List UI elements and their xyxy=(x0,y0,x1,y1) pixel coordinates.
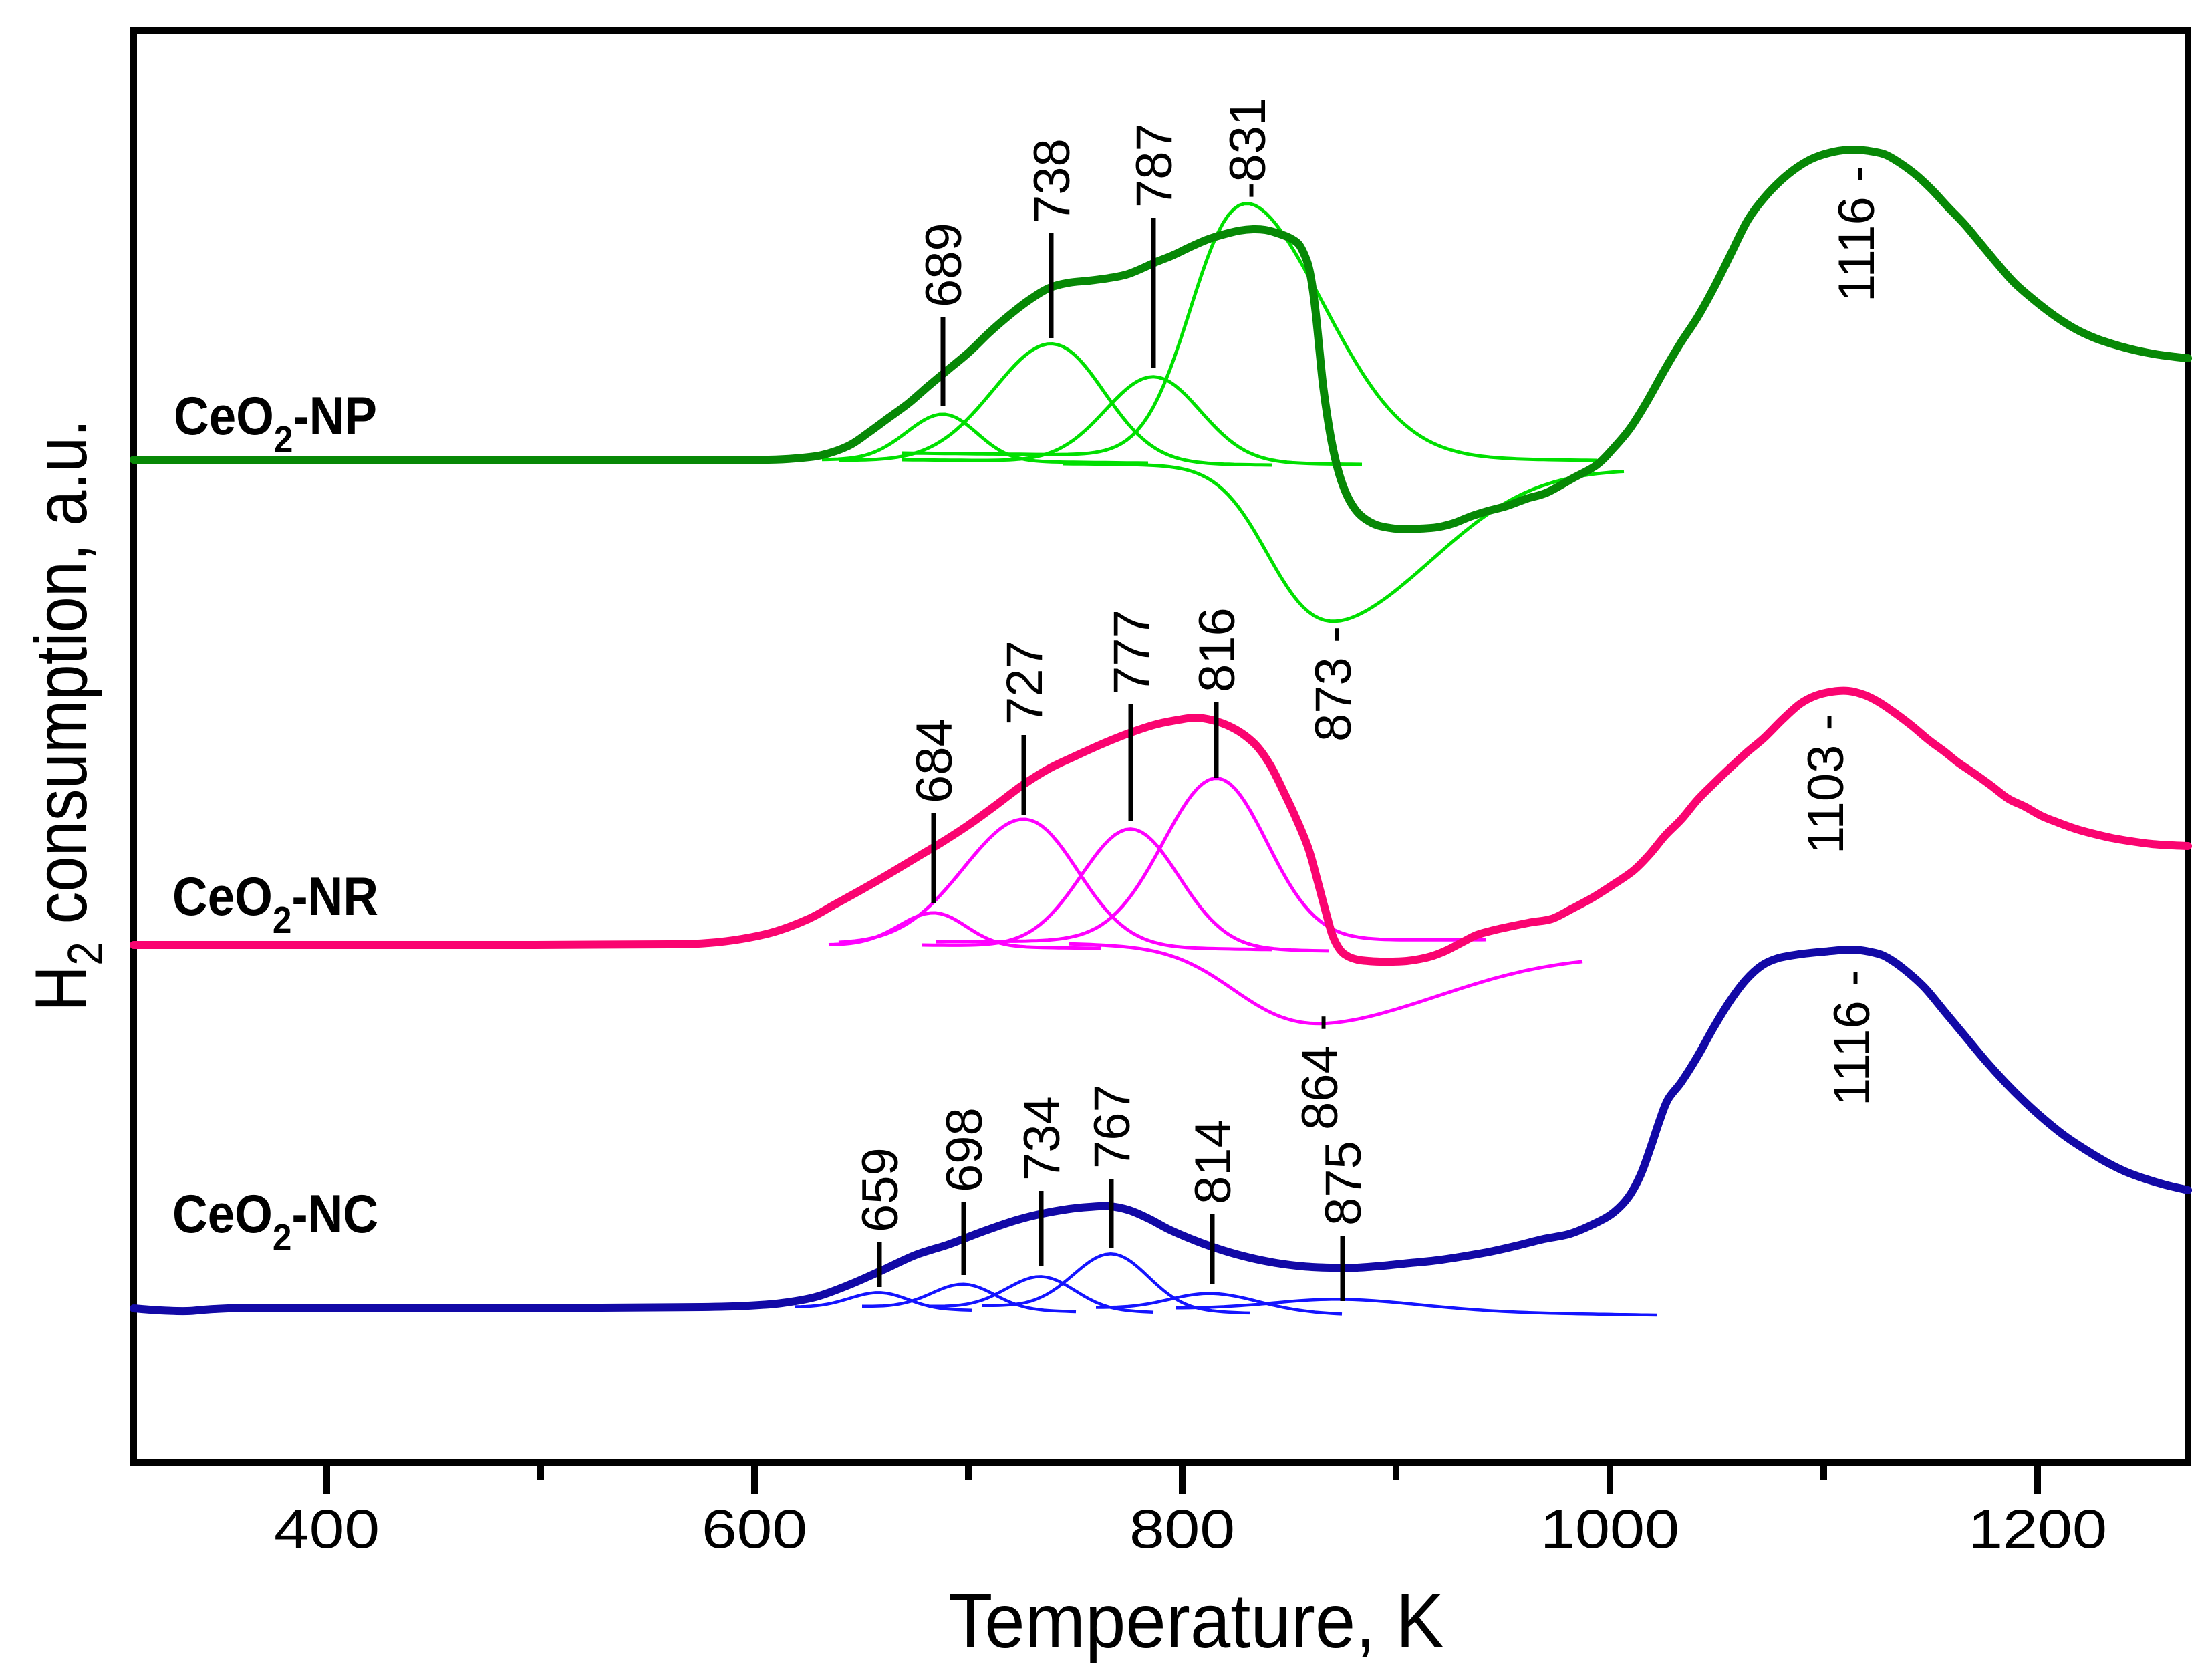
svg-text:698: 698 xyxy=(936,1107,993,1192)
svg-text:734: 734 xyxy=(1014,1096,1071,1181)
svg-text:689: 689 xyxy=(916,223,972,307)
svg-text:767: 767 xyxy=(1084,1084,1141,1169)
svg-text:777: 777 xyxy=(1103,609,1160,694)
svg-text:-831: -831 xyxy=(1220,98,1276,199)
svg-text:864 -: 864 - xyxy=(1292,1014,1349,1130)
svg-text:875: 875 xyxy=(1315,1141,1372,1226)
svg-text:800: 800 xyxy=(1129,1499,1235,1560)
svg-text:659: 659 xyxy=(852,1147,909,1232)
svg-text:600: 600 xyxy=(702,1499,807,1560)
svg-text:Temperature, K: Temperature, K xyxy=(948,1578,1444,1664)
svg-text:1116 -: 1116 - xyxy=(1824,970,1881,1106)
svg-text:H2 consumption, a.u.: H2 consumption, a.u. xyxy=(20,419,113,1012)
svg-text:873 -: 873 - xyxy=(1305,626,1362,742)
svg-text:684: 684 xyxy=(906,718,963,803)
svg-text:816: 816 xyxy=(1189,607,1246,692)
svg-text:814: 814 xyxy=(1185,1119,1242,1204)
svg-text:400: 400 xyxy=(274,1499,380,1560)
svg-text:1103 -: 1103 - xyxy=(1798,714,1854,854)
svg-text:738: 738 xyxy=(1024,138,1081,223)
svg-text:787: 787 xyxy=(1126,123,1183,208)
svg-text:1116 -: 1116 - xyxy=(1828,166,1885,302)
svg-text:1200: 1200 xyxy=(1968,1499,2107,1560)
svg-text:1000: 1000 xyxy=(1540,1499,1679,1560)
svg-text:727: 727 xyxy=(996,640,1053,725)
